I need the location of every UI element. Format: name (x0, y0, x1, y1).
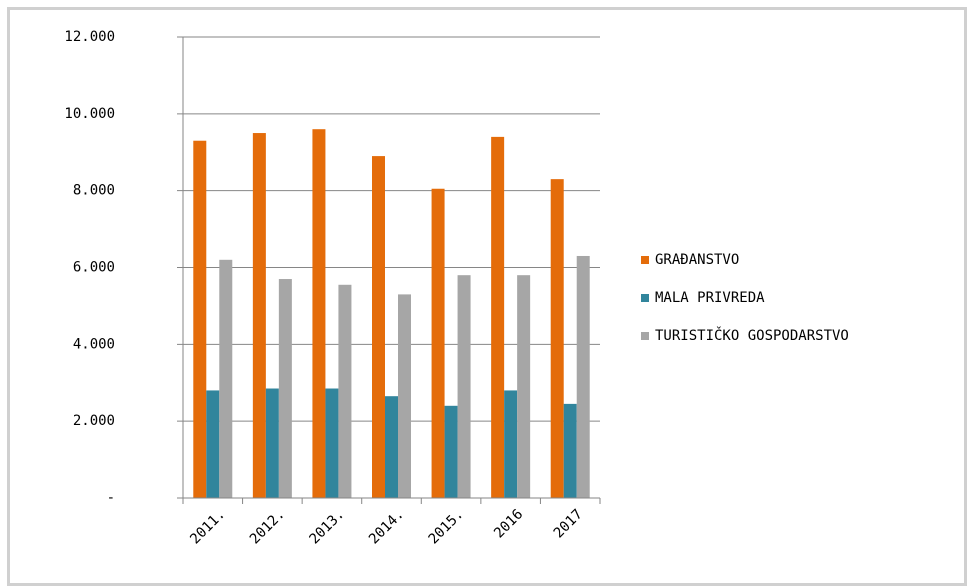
bar (193, 140, 207, 498)
bar (265, 388, 279, 498)
legend-label: TURISTIČKO GOSPODARSTVO (655, 326, 849, 344)
bar (312, 129, 326, 498)
bar (219, 259, 233, 498)
bar (517, 275, 531, 498)
bar (385, 396, 398, 498)
y-tick-label: - (107, 490, 115, 506)
bar (252, 133, 266, 498)
bar (206, 390, 220, 498)
y-tick-label: 4.000 (73, 336, 115, 352)
bar (372, 156, 385, 498)
y-tick-label: 2.000 (73, 413, 115, 429)
bar (550, 179, 564, 498)
bar (398, 294, 411, 498)
bar (338, 284, 352, 498)
y-tick-label: 8.000 (73, 183, 115, 199)
bar (278, 279, 292, 498)
bar (325, 388, 339, 498)
legend-label: GRAĐANSTVO (655, 252, 739, 268)
bar (457, 275, 471, 498)
bar (576, 255, 590, 498)
bar (504, 390, 518, 498)
y-tick-label: 12.000 (64, 29, 115, 45)
bar (563, 403, 577, 498)
y-tick-label: 10.000 (64, 106, 115, 122)
bar (444, 405, 458, 498)
chart-frame (7, 7, 967, 586)
legend-swatch (641, 256, 649, 264)
legend-swatch (641, 332, 649, 340)
y-tick-label: 6.000 (73, 260, 115, 276)
bar (491, 136, 505, 498)
legend-label: MALA PRIVREDA (655, 290, 765, 306)
bar (431, 188, 445, 498)
legend-swatch (641, 294, 649, 302)
